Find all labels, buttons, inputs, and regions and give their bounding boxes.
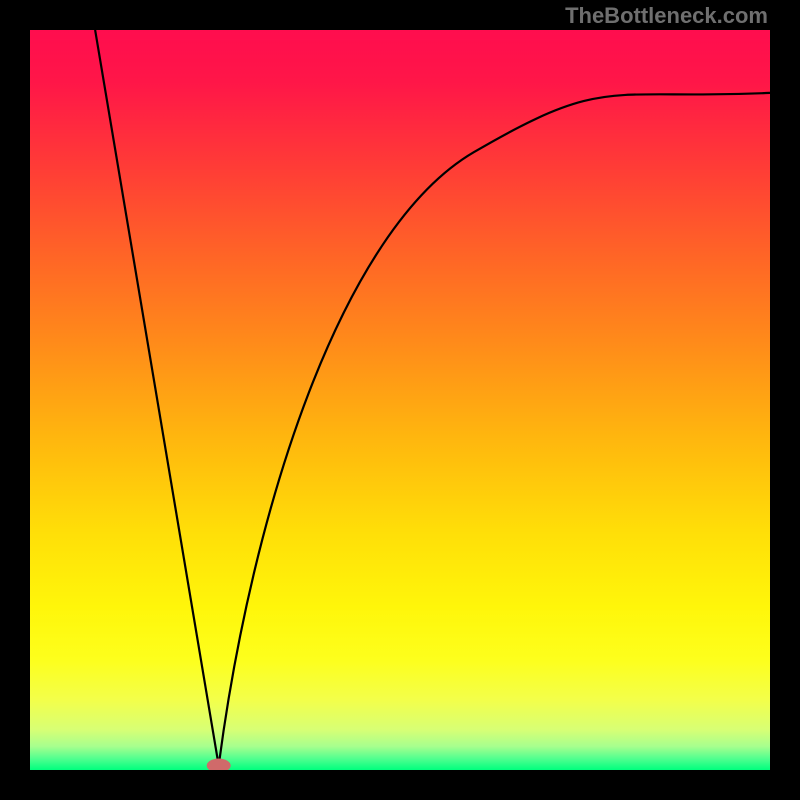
gradient-background	[30, 30, 770, 770]
plot-area	[30, 30, 770, 770]
figure-container: { "figure": { "width": 800, "height": 80…	[0, 0, 800, 800]
bottleneck-chart	[30, 30, 770, 770]
watermark-text: TheBottleneck.com	[565, 3, 768, 29]
